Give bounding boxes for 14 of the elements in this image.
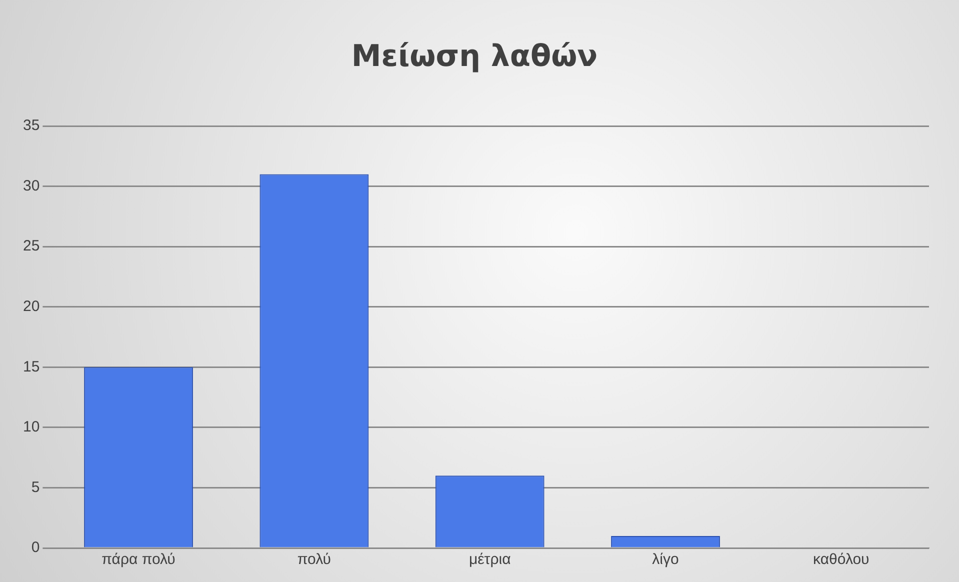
y-tick-label: 35 (22, 117, 40, 134)
x-tick-label: μέτρια (468, 551, 512, 568)
y-tick-label: 20 (22, 298, 40, 315)
y-tick-label: 10 (22, 418, 40, 436)
chart-title: Μείωση λαθών (351, 38, 598, 74)
y-tick-label: 30 (22, 177, 40, 194)
x-tick-label: πάρα πολύ (102, 551, 176, 568)
y-tick-label: 0 (31, 539, 40, 556)
x-tick-label: λίγο (652, 551, 679, 568)
x-tick-label: πολύ (297, 551, 331, 568)
x-tick-label: καθόλου (813, 551, 870, 568)
y-tick-label: 15 (22, 358, 40, 376)
y-tick-label: 5 (31, 478, 40, 496)
y-tick-label: 25 (22, 238, 40, 255)
